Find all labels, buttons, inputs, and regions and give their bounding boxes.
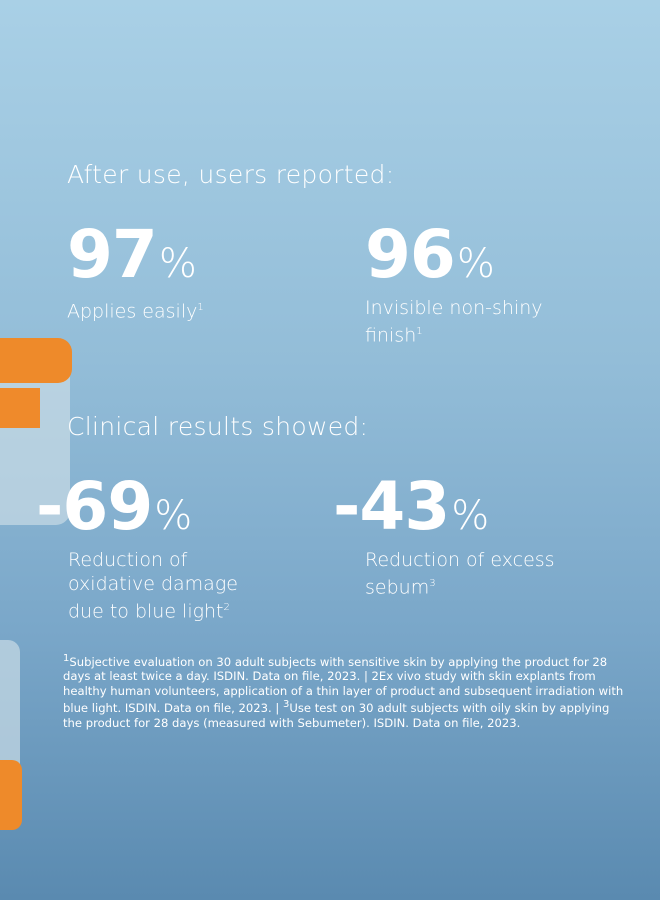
stat-value: 97 <box>67 216 158 293</box>
stat-label: Invisible non-shiny finish1 <box>365 296 575 347</box>
stat-value: 96 <box>365 216 456 293</box>
stat-value: -43 <box>333 468 450 545</box>
footnotes: 1Subjective evaluation on 30 adult subje… <box>63 652 631 730</box>
stat: 96% Invisible non-shiny finish1 <box>365 222 605 347</box>
stat-label: Applies easily1 <box>67 296 307 323</box>
section-heading: Clinical results showed: <box>67 412 369 441</box>
text: Reduction of oxidative damage due to blu… <box>68 549 238 623</box>
stat: 97% Applies easily1 <box>67 222 307 323</box>
text: Use test on 30 adult subjects with oily … <box>63 701 610 730</box>
stat-label: Reduction of excess sebum3 <box>365 548 595 599</box>
text: 1 <box>197 302 204 313</box>
stat-unit: % <box>158 241 197 287</box>
text: 1 <box>63 653 70 664</box>
text: 1 <box>416 326 423 337</box>
text: 3 <box>282 699 290 711</box>
text: Reduction of excess sebum <box>365 549 555 599</box>
text: 3 <box>429 578 436 589</box>
stat-value: -69 <box>36 468 153 545</box>
stat-label: Reduction of oxidative damage due to blu… <box>68 548 278 623</box>
text: Applies easily <box>67 300 198 323</box>
stat: -69% Reduction of oxidative damage due t… <box>36 474 276 623</box>
stat: -43% Reduction of excess sebum3 <box>333 474 613 599</box>
stat-unit: % <box>456 241 495 287</box>
text: Invisible non-shiny finish <box>365 297 543 347</box>
text: 2 <box>223 602 230 613</box>
stat-unit: % <box>451 493 490 539</box>
stat-unit: % <box>154 493 193 539</box>
text: Subjective evaluation on 30 adult subjec… <box>63 654 624 716</box>
section-heading: After use, users reported: <box>67 160 395 189</box>
